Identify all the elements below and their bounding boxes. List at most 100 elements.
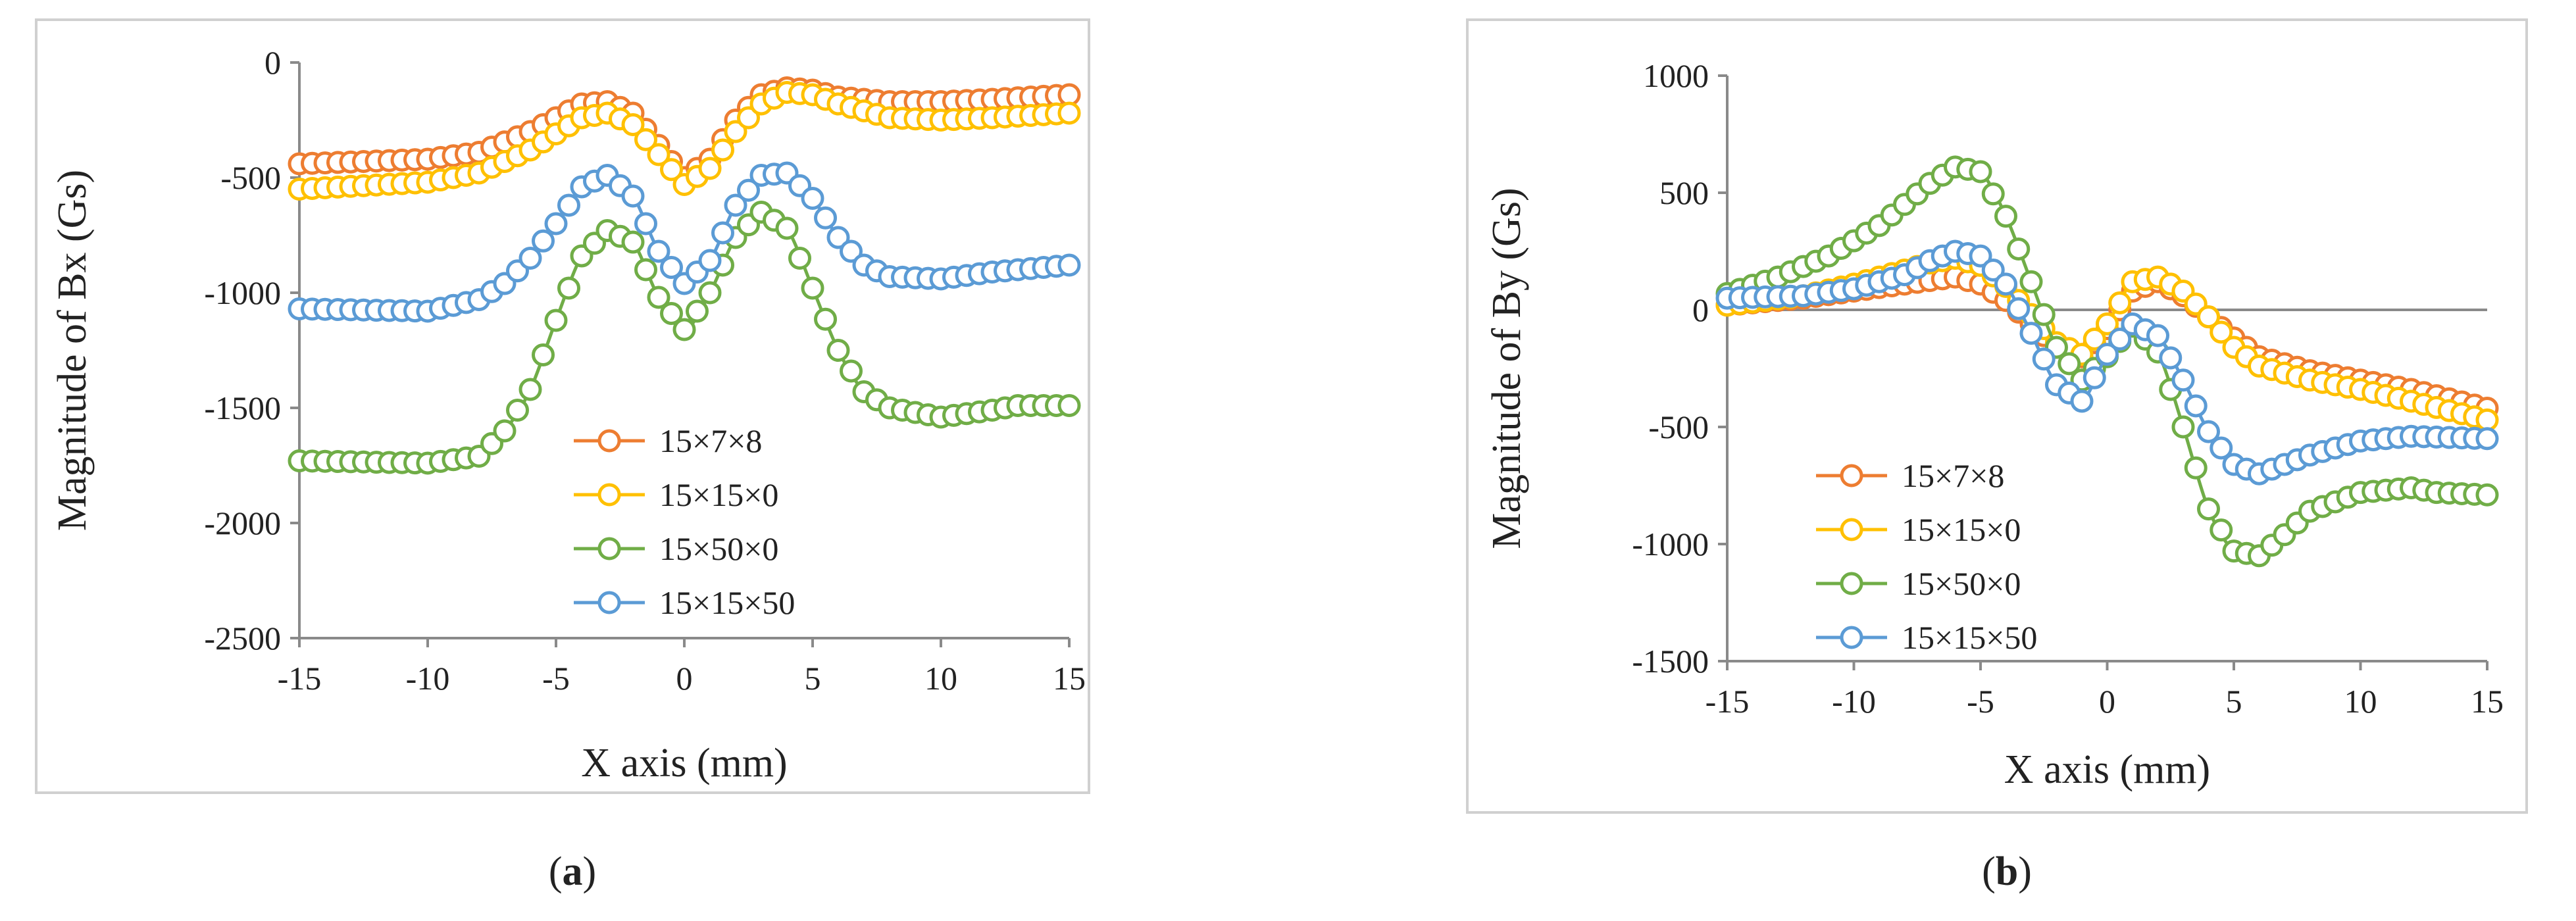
data-point — [544, 212, 568, 236]
x-tick-label: 5 — [805, 660, 821, 697]
series-2 — [288, 81, 1081, 201]
chart-panel-a: 0 -500 -1000 -1500 -2000 -2500-15 -10 -5 0 5 10 15 X… — [35, 18, 1090, 894]
data-point — [711, 221, 734, 245]
chart-frame — [1466, 18, 2528, 814]
legend-marker — [1840, 518, 1863, 541]
data-point — [2475, 408, 2499, 432]
y-tick-label: -2000 — [204, 505, 281, 541]
data-point — [672, 318, 696, 341]
data-point — [2159, 346, 2183, 370]
legend-label: 15×15×0 — [1902, 511, 2021, 548]
data-point — [737, 106, 760, 130]
caption-open-paren: ( — [1982, 849, 1996, 894]
y-axis-title: Magnitude of By (Gs) — [1484, 187, 1529, 549]
data-point — [532, 343, 555, 366]
data-point — [2475, 483, 2499, 507]
data-point — [2146, 324, 2169, 347]
y-tick-label: -1500 — [1632, 643, 1709, 680]
data-point — [532, 229, 555, 253]
data-point — [634, 212, 657, 236]
data-point — [2210, 436, 2233, 460]
x-tick-label: 15 — [2471, 683, 2504, 720]
panel-caption: (b) — [1982, 849, 2032, 894]
x-tick-label: 10 — [924, 660, 957, 697]
legend-label: 15×15×50 — [659, 584, 795, 621]
data-point — [1981, 258, 2005, 282]
legend-marker — [1840, 464, 1863, 487]
data-point — [788, 247, 811, 270]
x-tick-label: -10 — [406, 660, 450, 697]
legend-label: 15×15×50 — [1902, 619, 2037, 656]
x-tick-label: -5 — [542, 660, 570, 697]
data-point — [724, 193, 747, 217]
y-tick-label: 0 — [1692, 291, 1709, 328]
data-point — [544, 309, 568, 332]
series-4 — [1715, 239, 2499, 485]
legend-label: 15×7×8 — [659, 422, 762, 459]
data-point — [698, 249, 722, 272]
data-point — [2032, 303, 2056, 326]
data-point — [1969, 160, 1992, 184]
data-point — [2108, 328, 2132, 351]
data-point — [2171, 415, 2195, 439]
data-point — [2197, 305, 2220, 329]
x-axis-title: X axis (mm) — [2004, 747, 2210, 792]
data-point — [621, 113, 645, 136]
data-point — [2210, 518, 2233, 542]
data-point — [660, 158, 683, 182]
data-point — [737, 178, 760, 202]
x-tick-label: 15 — [1053, 660, 1086, 697]
data-point — [647, 143, 670, 166]
x-tick-label: 0 — [676, 660, 693, 697]
data-point — [621, 230, 645, 254]
y-axis-title: Magnitude of Bx (Gs) — [50, 170, 95, 531]
data-point — [634, 128, 657, 151]
data-point — [2007, 297, 2031, 320]
data-point — [2171, 368, 2195, 392]
data-point — [634, 258, 657, 282]
data-point — [801, 187, 824, 210]
x-tick-label: -5 — [1967, 683, 1994, 720]
x-tick-label: 10 — [2344, 683, 2377, 720]
data-point — [1981, 182, 2005, 206]
data-point — [698, 281, 722, 305]
legend-marker — [597, 483, 621, 507]
x-tick-label: -15 — [278, 660, 322, 697]
x-tick-label: 5 — [2226, 683, 2242, 720]
data-point — [1994, 205, 2017, 228]
data-point — [518, 247, 542, 270]
data-point — [647, 239, 670, 263]
data-point — [826, 339, 850, 362]
data-point — [518, 378, 542, 401]
data-point — [2096, 343, 2119, 366]
chart-panel-b: 1000 500 0 -500 -1000 -1500-15 -10 -5 0 5 10 15 X ax… — [1466, 18, 2528, 894]
data-point — [1969, 244, 1992, 268]
caption-close-paren: ) — [583, 849, 597, 894]
data-point — [2184, 456, 2208, 480]
data-point — [647, 286, 670, 309]
legend-marker — [1840, 626, 1863, 649]
data-point — [840, 359, 863, 383]
caption-close-paren: ) — [2018, 849, 2032, 894]
y-tick-label: -500 — [220, 159, 281, 196]
data-point — [1057, 101, 1081, 125]
legend: 15×7×8 15×15×0 15×50×0 15×15×50 — [574, 422, 795, 621]
x-axis-title: X axis (mm) — [581, 741, 787, 785]
data-point — [2197, 420, 2220, 443]
y-tick-label: -1000 — [1632, 526, 1709, 562]
y-tick-label: -2500 — [204, 620, 281, 657]
data-point — [2197, 497, 2220, 521]
series-3 — [288, 201, 1081, 475]
legend-label: 15×15×0 — [659, 476, 778, 513]
data-point — [2083, 366, 2106, 389]
data-point — [2019, 322, 2043, 345]
legend-marker — [597, 591, 621, 614]
y-tick-label: 500 — [1659, 174, 1709, 211]
y-tick-label: 0 — [265, 44, 281, 81]
x-tick-label: -15 — [1705, 683, 1750, 720]
data-point — [814, 307, 837, 331]
legend-marker — [1840, 572, 1863, 595]
data-point — [660, 256, 683, 279]
data-point — [1057, 394, 1081, 417]
